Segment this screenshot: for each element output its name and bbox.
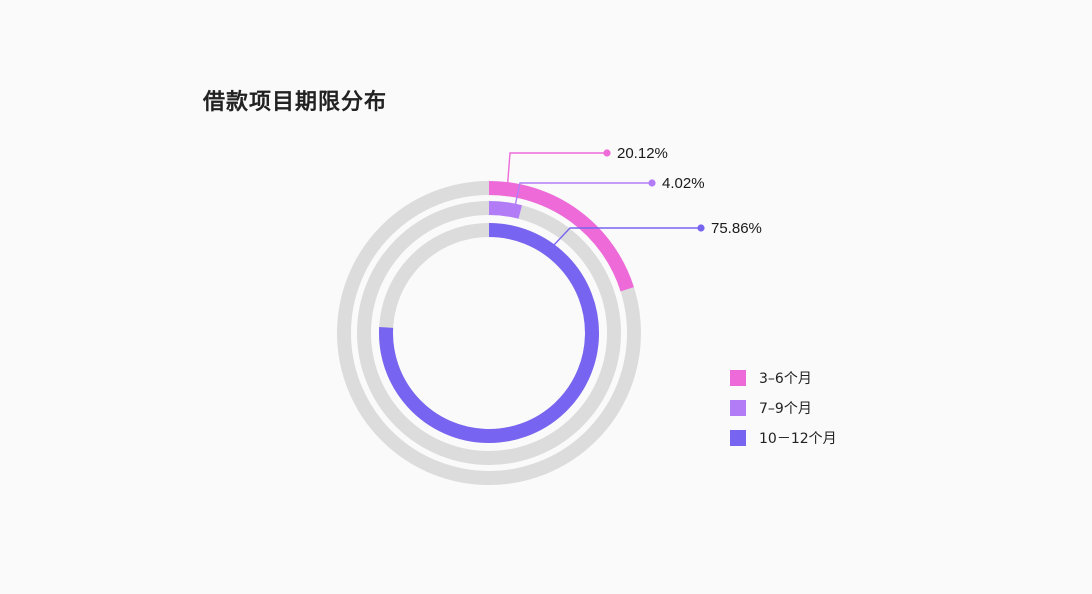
leader-dot-2	[697, 224, 705, 232]
legend-label-2: 10－12个月	[759, 431, 837, 447]
ring-arc-1[interactable]	[488, 201, 522, 219]
leader-line-0	[506, 152, 607, 190]
leader-dot-1	[648, 179, 656, 187]
ring-track-1	[357, 201, 621, 465]
leader-line-1	[513, 182, 652, 211]
legend-swatch-0	[730, 370, 746, 386]
legend-label-0: 3–6个月	[759, 371, 812, 387]
legend: 3–6个月 7–9个月 10－12个月	[730, 369, 837, 459]
chart-title: 借款项目期限分布	[203, 90, 388, 115]
ring-arc-0[interactable]	[488, 181, 634, 292]
value-label-2: 75.86%	[711, 220, 762, 237]
legend-swatch-2	[730, 430, 746, 446]
legend-item-1[interactable]: 7–9个月	[730, 399, 837, 417]
leader-dot-0	[603, 149, 611, 157]
legend-swatch-1	[730, 400, 746, 416]
legend-label-1: 7–9个月	[759, 401, 812, 417]
legend-item-0[interactable]: 3–6个月	[730, 369, 837, 387]
leader-line-2	[548, 227, 701, 251]
ring-arcs	[379, 181, 634, 443]
value-label-1: 4.02%	[662, 175, 705, 192]
ring-arc-2[interactable]	[379, 223, 599, 443]
leader-lines: 20.12% 4.02% 75.86%	[506, 145, 762, 251]
legend-item-2[interactable]: 10－12个月	[730, 429, 837, 447]
value-label-0: 20.12%	[617, 145, 668, 162]
